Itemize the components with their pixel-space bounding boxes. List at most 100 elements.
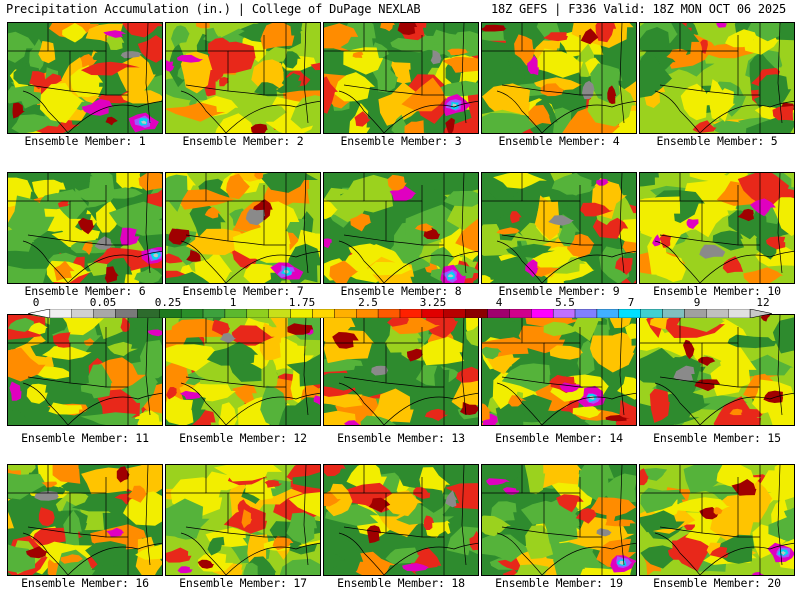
precipitation-map-graphic — [324, 465, 478, 575]
ensemble-member-label: Ensemble Member: 5 — [656, 134, 778, 148]
ensemble-member-label: Ensemble Member: 16 — [21, 576, 149, 590]
ensemble-member-label: Ensemble Member: 8 — [340, 284, 462, 298]
colorbar-graphic — [28, 309, 772, 318]
colorbar-tick-label: 12 — [756, 296, 770, 309]
colorbar-tick-label: 9 — [693, 296, 701, 309]
model-run-info: 18Z GEFS | F336 Valid: 18Z MON OCT 06 20… — [490, 2, 786, 16]
colorbar-swatch — [312, 309, 335, 318]
ensemble-member-label: Ensemble Member: 14 — [495, 431, 623, 445]
colorbar-swatch — [93, 309, 116, 318]
precipitation-map-graphic — [324, 315, 478, 425]
colorbar-swatch — [377, 309, 401, 318]
colorbar-swatch — [596, 309, 620, 318]
colorbar-swatch — [728, 309, 751, 318]
colorbar-swatch — [399, 309, 423, 318]
colorbar-swatch — [421, 309, 444, 318]
ensemble-member-map — [7, 172, 163, 284]
ensemble-member-label: Ensemble Member: 7 — [182, 284, 304, 298]
ensemble-member-label: Ensemble Member: 6 — [24, 284, 146, 298]
ensemble-member-label: Ensemble Member: 9 — [498, 284, 620, 298]
ensemble-member-map — [639, 172, 795, 284]
precipitation-map-graphic — [482, 315, 636, 425]
colorbar-tick-label: 0.25 — [154, 296, 182, 309]
precipitation-map-graphic — [324, 23, 478, 133]
precipitation-map-graphic — [8, 315, 162, 425]
ensemble-member-map — [639, 464, 795, 576]
colorbar-swatch — [465, 309, 488, 318]
colorbar-swatch — [290, 309, 313, 318]
precipitation-map-graphic — [482, 23, 636, 133]
ensemble-member-map — [639, 314, 795, 426]
ensemble-member-map — [7, 314, 163, 426]
ensemble-member-map — [481, 464, 637, 576]
precipitation-map-graphic — [324, 173, 478, 283]
colorbar-swatch — [443, 309, 466, 318]
ensemble-member-map — [165, 22, 321, 134]
colorbar-tick-label: 1.75 — [288, 296, 316, 309]
colorbar-swatch — [487, 309, 510, 318]
precipitation-map-graphic — [640, 315, 794, 425]
colorbar-swatch — [49, 309, 72, 318]
precipitation-map-graphic — [482, 465, 636, 575]
colorbar-swatch — [706, 309, 729, 318]
precipitation-map-graphic — [8, 465, 162, 575]
ensemble-member-label: Ensemble Member: 15 — [653, 431, 781, 445]
colorbar-tick-label: 4 — [495, 296, 503, 309]
ensemble-member-map — [323, 172, 479, 284]
ensemble-member-map — [7, 22, 163, 134]
ensemble-member-label: Ensemble Member: 18 — [337, 576, 465, 590]
precipitation-map-graphic — [166, 23, 320, 133]
ensemble-member-map — [165, 464, 321, 576]
colorbar-tick-label: 3.25 — [419, 296, 447, 309]
colorbar-swatch — [202, 309, 226, 318]
colorbar-swatch — [334, 309, 357, 318]
ensemble-member-label: Ensemble Member: 2 — [182, 134, 304, 148]
colorbar-swatch — [574, 309, 598, 318]
precipitation-map-graphic — [640, 23, 794, 133]
ensemble-member-map — [481, 22, 637, 134]
colorbar-tick-label: 0 — [32, 296, 40, 309]
ensemble-member-map — [165, 314, 321, 426]
colorbar-swatch — [137, 309, 160, 318]
colorbar-left-arrow — [28, 309, 51, 318]
ensemble-member-label: Ensemble Member: 4 — [498, 134, 620, 148]
colorbar-swatch — [618, 309, 641, 318]
ensemble-member-label: Ensemble Member: 19 — [495, 576, 623, 590]
map-title: Precipitation Accumulation (in.) | Colle… — [6, 2, 421, 16]
ensemble-member-map — [323, 314, 479, 426]
ensemble-member-map — [481, 314, 637, 426]
precipitation-map-graphic — [166, 173, 320, 283]
precipitation-map-graphic — [482, 173, 636, 283]
colorbar-swatch — [531, 309, 554, 318]
colorbar-swatch — [640, 309, 663, 318]
ensemble-member-label: Ensemble Member: 3 — [340, 134, 462, 148]
ensemble-member-map — [481, 172, 637, 284]
precipitation-map-graphic — [166, 315, 320, 425]
ensemble-member-map — [323, 464, 479, 576]
ensemble-member-label: Ensemble Member: 17 — [179, 576, 307, 590]
colorbar-swatch — [552, 309, 576, 318]
colorbar-swatch — [662, 309, 685, 318]
colorbar-swatch — [115, 309, 138, 318]
ensemble-member-map — [7, 464, 163, 576]
precipitation-map-graphic — [8, 23, 162, 133]
ensemble-member-map — [323, 22, 479, 134]
colorbar-tick-label: 1 — [229, 296, 237, 309]
precipitation-colorbar — [28, 309, 772, 318]
colorbar-tick-label: 2.5 — [358, 296, 378, 309]
precipitation-map-graphic — [640, 173, 794, 283]
ensemble-member-map — [165, 172, 321, 284]
colorbar-swatch — [224, 309, 248, 318]
precipitation-map-graphic — [640, 465, 794, 575]
colorbar-swatch — [356, 309, 379, 318]
ensemble-member-map — [639, 22, 795, 134]
colorbar-swatch — [268, 309, 291, 318]
colorbar-swatch — [159, 309, 182, 318]
ensemble-member-label: Ensemble Member: 13 — [337, 431, 465, 445]
colorbar-right-arrow — [749, 309, 772, 318]
ensemble-member-label: Ensemble Member: 11 — [21, 431, 149, 445]
colorbar-swatch — [71, 309, 94, 318]
colorbar-swatch — [684, 309, 707, 318]
ensemble-member-label: Ensemble Member: 20 — [653, 576, 781, 590]
colorbar-tick-label: 7 — [627, 296, 635, 309]
